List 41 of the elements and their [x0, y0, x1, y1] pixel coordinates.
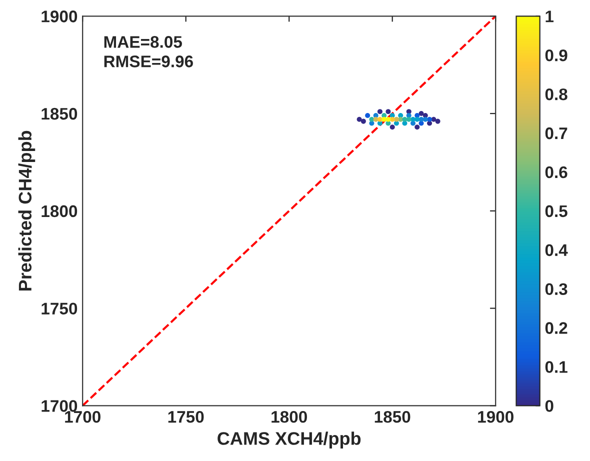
point	[410, 116, 416, 122]
y-tick-label: 1700	[42, 400, 78, 412]
point	[414, 124, 420, 130]
x-tick-label: 1800	[272, 410, 307, 423]
color-bar-label: 1	[546, 10, 554, 22]
point	[394, 116, 399, 122]
x-tick-label: 1750	[168, 410, 204, 423]
color-bar-label: 0.7	[545, 127, 568, 140]
x-axis-title: CAMS XCH4/ppb	[218, 432, 361, 448]
point	[435, 118, 440, 124]
annotation: RMSE=9.96	[104, 56, 193, 68]
point	[418, 116, 424, 122]
color-bar-label: 0.5	[545, 205, 568, 218]
y-tick-label: 1900	[42, 10, 78, 22]
color-bar-label: 0.4	[545, 244, 568, 256]
x-tick-label: 1900	[478, 410, 514, 423]
point	[360, 118, 366, 124]
annotation: MAE=8.05	[104, 36, 182, 48]
color-bar-label: 0.1	[545, 361, 568, 373]
y-axis-title: Predicted CH4/ppb	[18, 130, 36, 290]
x-tick-label: 1700	[65, 410, 100, 423]
y-tick-label: 1850	[42, 108, 78, 120]
point	[369, 116, 374, 122]
color-bar-label: 0.9	[545, 49, 568, 62]
x-tick-label: 1850	[374, 410, 410, 423]
point	[390, 124, 395, 130]
color-bar-label: 0.8	[545, 88, 568, 100]
point	[377, 116, 382, 122]
point	[365, 112, 370, 118]
y-tick-label: 1750	[42, 302, 78, 314]
color-bar-label: 0	[545, 400, 554, 412]
point	[382, 116, 387, 122]
point	[422, 116, 428, 122]
point	[386, 109, 391, 114]
y-tick-label: 1800	[42, 205, 78, 218]
color-bar-label: 0.3	[545, 283, 568, 296]
color-bar-label: 0.2	[545, 322, 568, 334]
point	[402, 116, 408, 122]
color-bar-label: 0.6	[545, 166, 568, 178]
point	[356, 116, 362, 122]
point	[377, 109, 382, 114]
